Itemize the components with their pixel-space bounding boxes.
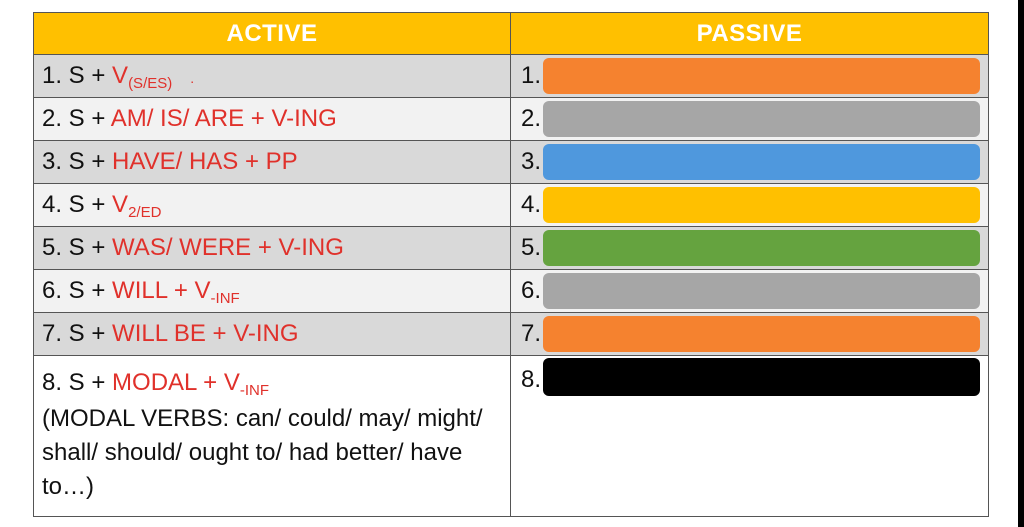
tense-conversion-table: ACTIVE PASSIVE 1. S + V(S/ES). 1. 2. S +… <box>33 12 989 517</box>
table-row: 5. S + WAS/ WERE + V-ING 5. <box>33 226 989 270</box>
passive-cell: 3. <box>510 140 989 184</box>
table-row: 2. S + AM/ IS/ ARE + V-ING 2. <box>33 97 989 141</box>
active-formula: 3. S + HAVE/ HAS + PP <box>33 140 511 184</box>
formula-subscript: -INF <box>239 382 270 399</box>
formula-subscript: (S/ES) <box>128 75 173 92</box>
answer-bar <box>543 187 980 223</box>
formula-prefix: 3. S + <box>42 148 113 175</box>
row-number: 3. <box>521 148 542 175</box>
table-row: 8. S + MODAL + V-INF (MODAL VERBS: can/ c… <box>33 355 989 517</box>
formula-prefix: 6. S + <box>42 277 113 304</box>
formula-prefix: 5. S + <box>42 234 113 261</box>
formula-verb: V <box>112 191 129 218</box>
screen-edge <box>1018 0 1024 527</box>
answer-bar <box>543 144 980 180</box>
answer-bar <box>543 58 980 94</box>
answer-bar <box>543 101 980 137</box>
passive-cell: 5. <box>510 226 989 270</box>
table-row: 1. S + V(S/ES). 1. <box>33 54 989 98</box>
passive-header: PASSIVE <box>510 12 989 55</box>
row-number: 1. <box>521 62 542 89</box>
modal-verbs-note: (MODAL VERBS: can/ could/ may/ might/ sh… <box>42 405 483 500</box>
formula-verb: V <box>112 62 129 89</box>
active-formula: 7. S + WILL BE + V-ING <box>33 312 511 356</box>
formula-verb: WILL + V <box>112 277 211 304</box>
row-number: 7. <box>521 320 542 347</box>
formula-prefix: 2. S + <box>42 105 111 132</box>
header-row: ACTIVE PASSIVE <box>33 12 989 55</box>
table-row: 3. S + HAVE/ HAS + PP 3. <box>33 140 989 184</box>
formula-subscript: 2/ED <box>128 204 162 221</box>
table-row: 4. S + V2/ED 4. <box>33 183 989 227</box>
formula-verb: HAVE/ HAS + PP <box>112 148 298 175</box>
formula-verb: MODAL + V <box>112 369 240 396</box>
active-formula: 2. S + AM/ IS/ ARE + V-ING <box>33 97 511 141</box>
table-row: 7. S + WILL BE + V-ING 7. <box>33 312 989 356</box>
active-formula: 5. S + WAS/ WERE + V-ING <box>33 226 511 270</box>
formula-verb: WILL BE + V-ING <box>112 320 299 347</box>
formula-verb: AM/ IS/ ARE + V-ING <box>110 105 337 132</box>
passive-cell: 8. <box>510 355 989 517</box>
answer-bar <box>543 230 980 266</box>
table-row: 6. S + WILL + V-INF 6. <box>33 269 989 313</box>
formula-prefix: 7. S + <box>42 320 113 347</box>
formula-prefix: 4. S + <box>42 191 113 218</box>
row-number: 5. <box>521 234 542 261</box>
stray-mark: . <box>190 70 195 86</box>
answer-bar <box>543 273 980 309</box>
row-number: 4. <box>521 191 542 218</box>
formula-prefix: 8. S + <box>42 369 113 396</box>
passive-cell: 7. <box>510 312 989 356</box>
answer-bar <box>543 316 980 352</box>
row-number: 2. <box>521 105 542 132</box>
active-formula: 8. S + MODAL + V-INF (MODAL VERBS: can/ c… <box>33 355 511 517</box>
formula-subscript: -INF <box>210 290 240 307</box>
passive-cell: 1. <box>510 54 989 98</box>
passive-cell: 4. <box>510 183 989 227</box>
formula-prefix: 1. S + <box>42 62 113 89</box>
row-number: 6. <box>521 277 542 304</box>
active-formula: 6. S + WILL + V-INF <box>33 269 511 313</box>
answer-bar <box>543 358 980 396</box>
active-header: ACTIVE <box>33 12 511 55</box>
row-number: 8. <box>521 366 542 393</box>
active-formula: 4. S + V2/ED <box>33 183 511 227</box>
formula-verb: WAS/ WERE + V-ING <box>112 234 344 261</box>
passive-cell: 6. <box>510 269 989 313</box>
passive-cell: 2. <box>510 97 989 141</box>
active-formula: 1. S + V(S/ES). <box>33 54 511 98</box>
